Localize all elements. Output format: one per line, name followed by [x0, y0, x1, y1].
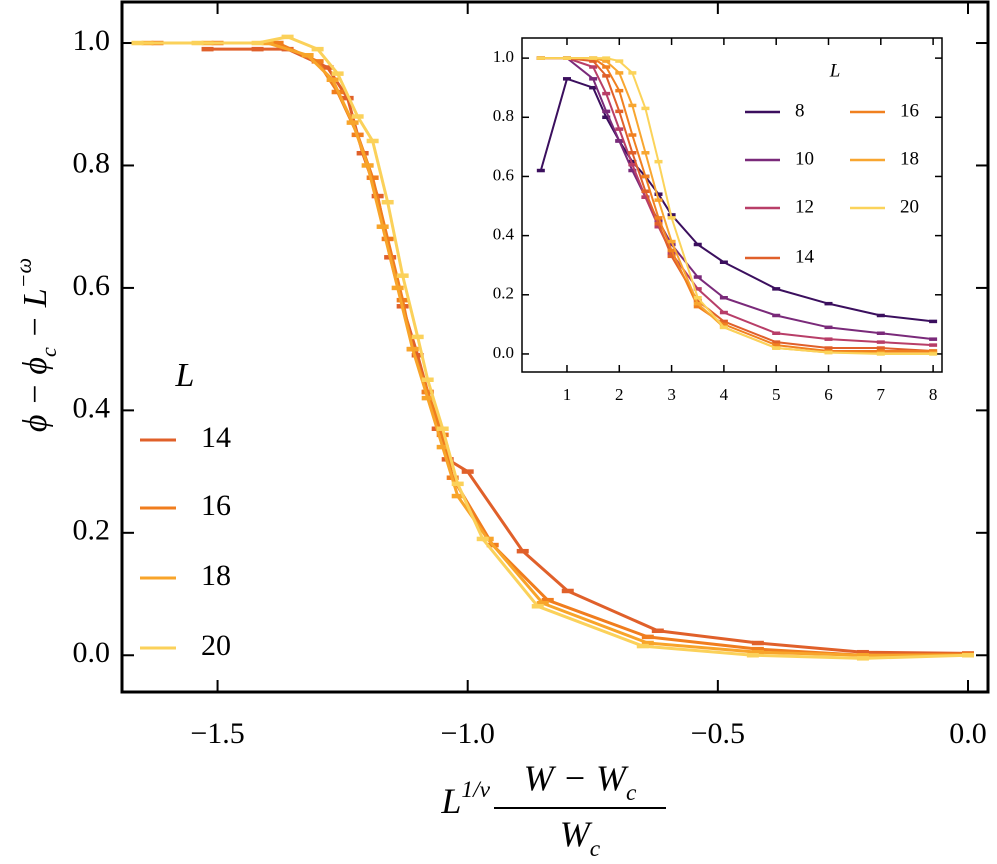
plot-frame — [521, 37, 943, 373]
y-tick-label: 1.0 — [493, 47, 514, 66]
y-tick-label: 0.4 — [493, 225, 515, 244]
label-part: ϕ − ϕ — [17, 357, 54, 432]
legend-label: 14 — [201, 421, 231, 454]
x-axis-label: L1/ν — [440, 777, 490, 821]
legend-label: 16 — [900, 100, 919, 121]
y-tick-label: 0.0 — [73, 636, 111, 669]
label-part: W − W — [524, 758, 629, 798]
label-part: 1/ν — [461, 777, 490, 803]
legend-label: 20 — [900, 196, 919, 217]
plot-frame-bg — [522, 38, 942, 372]
y-tick-label: 0.8 — [493, 106, 514, 125]
x-axis-label-numerator: W − Wc — [524, 758, 637, 806]
y-axis-label: ϕ − ϕc − L−ω — [11, 258, 61, 432]
legend-label: 12 — [795, 196, 814, 217]
x-tick-label: 3 — [667, 385, 676, 404]
x-tick-label: 7 — [877, 385, 886, 404]
x-tick-label: 0.0 — [949, 717, 987, 750]
label-part: − L — [17, 288, 54, 347]
x-tick-label: −1.0 — [440, 717, 494, 750]
x-tick-label: 5 — [772, 385, 781, 404]
label-part: W — [560, 814, 593, 854]
y-tick-label: 0.6 — [73, 269, 111, 302]
y-tick-label: 0.4 — [73, 391, 111, 424]
legend-label: 10 — [795, 148, 814, 169]
x-tick-label: 4 — [720, 385, 729, 404]
y-tick-label: 0.0 — [493, 343, 514, 362]
label-part: c — [590, 836, 601, 862]
x-tick-label: 6 — [824, 385, 833, 404]
x-tick-label: −0.5 — [691, 717, 745, 750]
x-tick-label: 1 — [563, 385, 572, 404]
legend-title: L — [175, 357, 195, 394]
x-tick-label: −1.5 — [190, 717, 244, 750]
legend-label: 16 — [201, 489, 231, 522]
legend-label: 14 — [795, 246, 815, 267]
y-tick-label: 1.0 — [73, 24, 111, 57]
legend-label: 18 — [900, 148, 919, 169]
label-part: c — [36, 347, 61, 357]
label-part: −ω — [11, 258, 36, 289]
legend-label: 18 — [201, 559, 231, 592]
plot-frame — [120, 0, 990, 694]
y-tick-label: 0.2 — [73, 514, 111, 547]
legend-title: L — [829, 60, 841, 81]
x-tick-label: 8 — [929, 385, 938, 404]
x-tick-label: 2 — [615, 385, 624, 404]
label-part: c — [626, 780, 637, 806]
y-tick-label: 0.6 — [493, 165, 514, 184]
label-part: L — [440, 781, 461, 821]
y-tick-label: 0.2 — [493, 284, 514, 303]
legend-label: 8 — [795, 100, 805, 121]
x-axis-label-denominator: Wc — [560, 814, 601, 862]
y-tick-label: 0.8 — [73, 146, 111, 179]
legend-label: 20 — [201, 629, 231, 662]
